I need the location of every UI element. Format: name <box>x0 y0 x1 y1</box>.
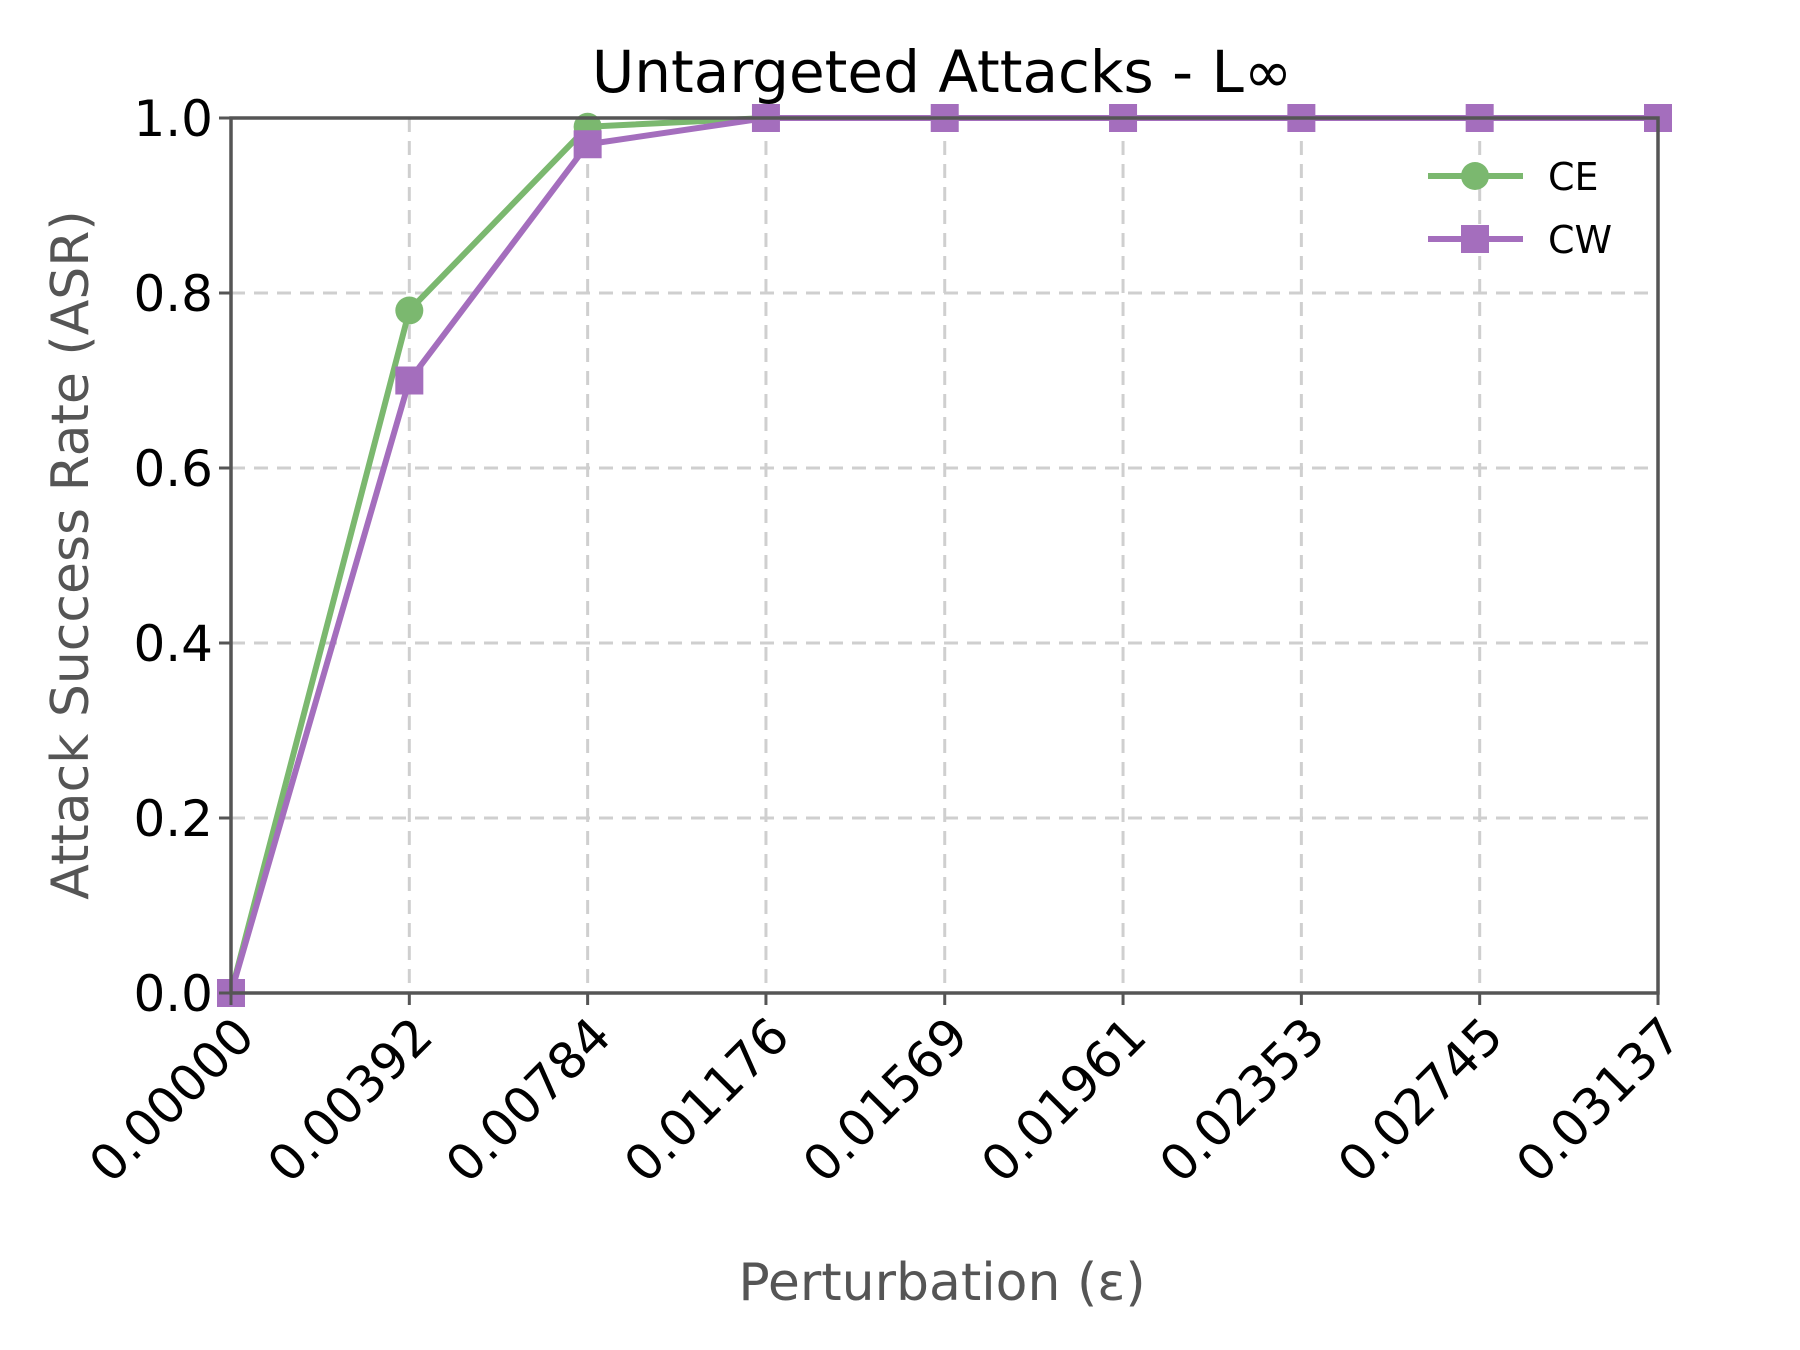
x-tick-label: 0.02353 <box>1149 1006 1336 1193</box>
data-point-ce <box>395 296 424 325</box>
x-tick-label: 0.01569 <box>792 1006 979 1193</box>
x-tick-label: 0.00784 <box>435 1006 622 1193</box>
x-tick-label: 0.00000 <box>78 1006 265 1193</box>
y-axis-label: Attack Success Rate (ASR) <box>41 210 101 899</box>
x-tick-label: 0.03137 <box>1505 1006 1692 1193</box>
legend-marker-cw <box>1461 225 1489 253</box>
legend-label-cw: CW <box>1548 218 1612 262</box>
y-tick-label: 0.2 <box>133 790 213 848</box>
y-tick-label: 0.6 <box>133 440 213 498</box>
chart-title: Untargeted Attacks - L∞ <box>592 38 1292 106</box>
x-tick-label: 0.01961 <box>970 1006 1157 1193</box>
data-point-cw <box>395 366 424 395</box>
y-tick-label: 0.4 <box>133 615 213 673</box>
y-tick-label: 1.0 <box>133 90 213 148</box>
x-axis: 0.000000.003920.007840.011760.015690.019… <box>78 993 1692 1194</box>
grid <box>231 118 1658 993</box>
y-tick-label: 0.8 <box>133 265 213 323</box>
x-tick-label: 0.00392 <box>257 1006 444 1193</box>
legend: CE CW <box>1428 155 1612 262</box>
legend-label-ce: CE <box>1548 155 1599 199</box>
legend-marker-ce <box>1461 162 1489 190</box>
y-axis: 0.0 0.2 0.4 0.6 0.8 1.0 <box>133 90 231 1023</box>
data-point-cw <box>573 130 602 159</box>
x-axis-label: Perturbation (ε) <box>738 1253 1145 1313</box>
x-tick-label: 0.01176 <box>613 1006 800 1193</box>
x-tick-label: 0.02745 <box>1327 1006 1514 1193</box>
y-tick-label: 0.0 <box>133 965 213 1023</box>
